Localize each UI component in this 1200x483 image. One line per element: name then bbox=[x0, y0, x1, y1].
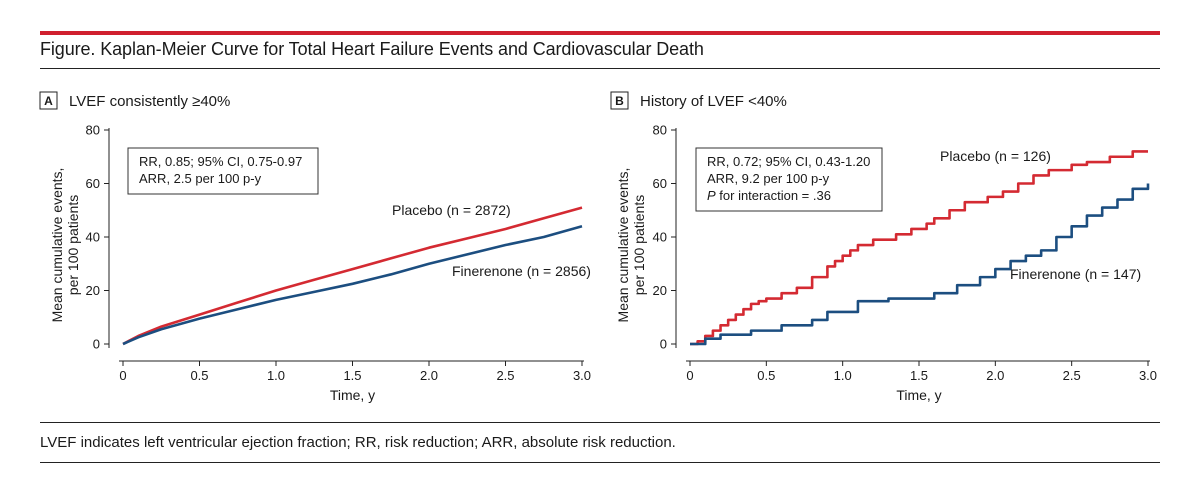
panel-b-x-label: Time, y bbox=[896, 387, 941, 403]
panel-a-placebo-line bbox=[122, 206, 583, 346]
panel-a-title: LVEF consistently ≥40% bbox=[69, 93, 230, 110]
panel-a-finerenone-label: Finerenone (n = 2856) bbox=[452, 263, 591, 279]
figure-title: Figure. Kaplan-Meier Curve for Total Hea… bbox=[40, 39, 704, 59]
panel-b-y-tick-label: 60 bbox=[653, 176, 667, 191]
panel-b-x-tick-label: 0.5 bbox=[757, 368, 775, 383]
panel-b-finerenone-label: Finerenone (n = 147) bbox=[1010, 266, 1141, 282]
panel-a-y-tick-label: 40 bbox=[86, 230, 100, 245]
panel-a-x-tick-label: 0 bbox=[119, 368, 126, 383]
panel-b-x-tick-label: 2.0 bbox=[986, 368, 1004, 383]
panel-b-y-tick-label: 40 bbox=[653, 230, 667, 245]
panel-a-badge bbox=[39, 91, 58, 110]
panel-a-stats-line: RR, 0.85; 95% CI, 0.75-0.97 bbox=[139, 154, 302, 169]
panel-a-x-tick-label: 0.5 bbox=[190, 368, 208, 383]
panel-b-x-tick-label: 3.0 bbox=[1139, 368, 1157, 383]
panel-a-y-tick-label: 60 bbox=[86, 176, 100, 191]
panel-b-x-tick-label: 1.0 bbox=[834, 368, 852, 383]
panel-a-stats-line: ARR, 2.5 per 100 p-y bbox=[139, 171, 262, 186]
panel-a-y-tick-label: 0 bbox=[93, 337, 100, 352]
panel-b-stats-line: RR, 0.72; 95% CI, 0.43-1.20 bbox=[707, 154, 870, 169]
panel-a-finerenone-line bbox=[122, 225, 583, 346]
panel-a-x-tick-label: 2.0 bbox=[420, 368, 438, 383]
title-accent-rule bbox=[40, 31, 1160, 35]
panel-a-y-tick-label: 20 bbox=[86, 283, 100, 298]
panel-b-finerenone-line bbox=[690, 183, 1150, 346]
panel-b-letter: B bbox=[615, 94, 624, 108]
panel-b-placebo-line bbox=[690, 150, 1148, 346]
panel-a-letter: A bbox=[44, 94, 53, 108]
panel-b-y-tick-label: 0 bbox=[660, 337, 667, 352]
panel-a-x-tick-label: 1.5 bbox=[343, 368, 361, 383]
panel-b-x-tick-label: 0 bbox=[686, 368, 693, 383]
title-divider bbox=[40, 68, 1160, 69]
panel-b-x-tick-label: 2.5 bbox=[1063, 368, 1081, 383]
panel-b-stats-line: ARR, 9.2 per 100 p-y bbox=[707, 171, 830, 186]
panel-a-y-label-line2: per 100 patients bbox=[65, 195, 81, 295]
panel-a-x-tick-label: 3.0 bbox=[573, 368, 591, 383]
panel-b-stats-line: P for interaction = .36 bbox=[707, 188, 831, 203]
panel-a-stats-box bbox=[127, 147, 319, 195]
panel-b-x-tick-label: 1.5 bbox=[910, 368, 928, 383]
figure-caption: LVEF indicates left ventricular ejection… bbox=[40, 434, 676, 451]
panel-b-badge bbox=[610, 91, 629, 110]
panel-b-placebo-label: Placebo (n = 126) bbox=[940, 148, 1051, 164]
caption-top-divider bbox=[40, 422, 1160, 423]
panel-a-placebo-label: Placebo (n = 2872) bbox=[392, 202, 511, 218]
panel-b-y-tick-label: 20 bbox=[653, 283, 667, 298]
panel-a-x-tick-label: 2.5 bbox=[496, 368, 514, 383]
panel-b-y-label-line2: per 100 patients bbox=[631, 195, 647, 295]
panel-a-x-label: Time, y bbox=[330, 387, 375, 403]
caption-bottom-divider bbox=[40, 462, 1160, 463]
panel-b-title: History of LVEF <40% bbox=[640, 93, 787, 110]
panel-b-y-label-line1: Mean cumulative events, bbox=[615, 168, 631, 323]
panel-a-x-tick-label: 1.0 bbox=[267, 368, 285, 383]
panel-b-y-tick-label: 80 bbox=[653, 123, 667, 138]
panel-a-y-label-line1: Mean cumulative events, bbox=[49, 168, 65, 323]
panel-a-y-tick-label: 80 bbox=[86, 123, 100, 138]
panel-b-stats-box bbox=[695, 147, 883, 212]
